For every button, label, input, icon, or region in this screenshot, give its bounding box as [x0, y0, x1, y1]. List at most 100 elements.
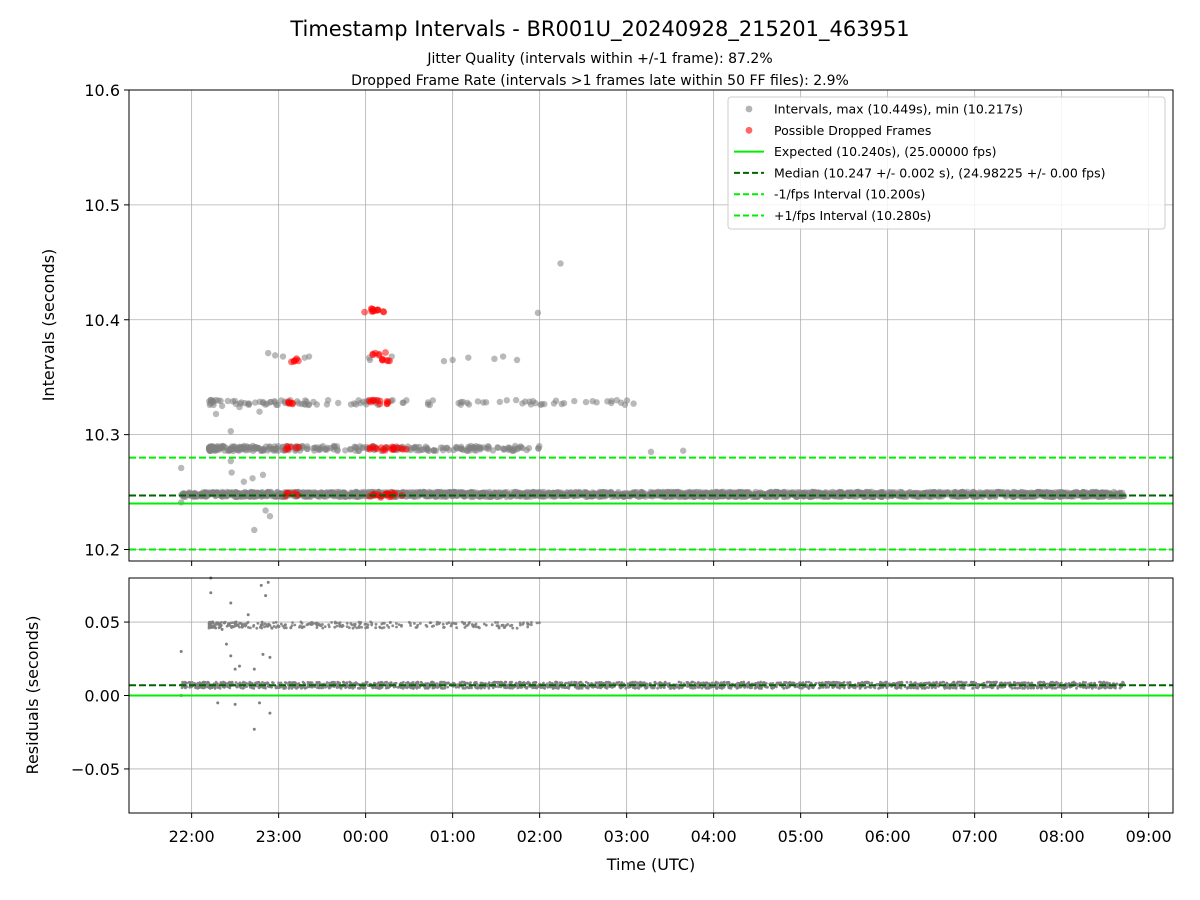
chart-subtitle-dropped: Dropped Frame Rate (intervals >1 frames … [351, 73, 849, 89]
bottom-band-1-point [409, 624, 412, 627]
interval-point [249, 475, 256, 482]
top-band-2-point [512, 396, 520, 404]
dropped-frame-point [390, 444, 398, 451]
top-band-1-point [318, 444, 325, 451]
bottom-band-0-point [1024, 681, 1027, 685]
top-band-2-point [582, 398, 590, 406]
bottom-band-0-point [539, 685, 542, 689]
bottom-band-0-point [686, 681, 690, 684]
bottom-band-0-point [518, 681, 521, 685]
bottom-band-0-point [335, 684, 339, 688]
bottom-band-1-point [300, 621, 304, 625]
bottom-band-0-point [693, 681, 697, 685]
bottom-band-0-point [786, 685, 790, 689]
interval-point [305, 353, 313, 360]
bottom-band-0-point [943, 687, 947, 690]
top-band-1-point [274, 443, 282, 450]
top-band-0-point [615, 492, 622, 500]
bottom-band-1-point [345, 621, 349, 625]
top-band-0-point [745, 489, 753, 496]
legend-box [727, 96, 1166, 230]
bottom-band-0-point [1026, 686, 1030, 690]
top-y-tick-label: 10.4 [84, 311, 120, 330]
bottom-band-0-point [772, 686, 775, 689]
bottom-band-0-point [628, 681, 632, 685]
bottom-band-1-point [321, 623, 324, 626]
bottom-band-0-point [573, 680, 576, 684]
bottom-band-0-point [652, 686, 656, 690]
top-band-0-point [855, 488, 862, 496]
bottom-band-1-point [252, 625, 255, 628]
bottom-band-1-point [249, 626, 252, 630]
bottom-band-1-point [338, 624, 342, 628]
bottom-band-0-point [899, 686, 903, 690]
bottom-band-0-point [1097, 687, 1101, 690]
bottom-band-1-point [490, 623, 494, 627]
bottom-band-0-point [441, 687, 445, 690]
interval-point [251, 526, 258, 534]
bottom-band-1-point [441, 622, 445, 626]
legend-marker [745, 105, 753, 113]
bottom-band-0-point [345, 681, 348, 685]
bottom-band-0-point [234, 681, 238, 684]
bottom-band-0-point [444, 681, 448, 685]
bottom-band-1-point [323, 625, 327, 628]
top-band-1-point [351, 443, 358, 450]
bottom-band-0-point [567, 681, 570, 685]
bottom-band-0-point [279, 681, 283, 685]
top-band-2-point [313, 401, 320, 408]
bottom-band-0-point [230, 681, 234, 684]
bottom-band-0-point [377, 686, 381, 690]
legend-label: Possible Dropped Frames [774, 123, 931, 138]
top-band-0-point [1056, 493, 1063, 500]
top-band-2-point [552, 397, 560, 404]
bottom-band-1-point [455, 626, 458, 630]
bottom-band-0-point [309, 681, 313, 685]
bottom-band-0-point [953, 686, 957, 690]
bottom-band-0-point [198, 681, 202, 685]
bottom-band-0-point [1001, 686, 1005, 689]
interval-point [271, 352, 279, 359]
top-band-1-point [494, 444, 502, 451]
bottom-band-0-point [1054, 686, 1058, 690]
bottom-band-0-point [548, 681, 552, 684]
bottom-band-1-point [289, 626, 293, 630]
bottom-band-0-point [934, 686, 937, 690]
top-band-1-point [205, 446, 213, 453]
top-band-1-point [238, 444, 245, 451]
bottom-band-0-point [1049, 680, 1053, 684]
top-panel-x-ticks [191, 561, 1150, 566]
bottom-band-0-point [362, 686, 365, 690]
bottom-band-0-point [714, 681, 717, 685]
bottom-band-0-point [932, 681, 935, 684]
top-band-2-point [295, 400, 302, 407]
interval-point [236, 403, 243, 411]
bottom-band-1-point [270, 626, 273, 630]
legend-label: +1/fps Interval (10.280s) [774, 208, 931, 223]
bottom-band-0-point [1107, 686, 1110, 689]
top-band-1-point [245, 444, 252, 451]
bottom-band-0-point [1029, 686, 1032, 690]
bottom-band-0-point [287, 687, 291, 690]
bottom-band-0-point [740, 681, 743, 684]
bottom-band-1-point [225, 624, 229, 628]
bottom-band-0-point [353, 685, 356, 689]
bottom-band-1-point [442, 626, 445, 629]
bottom-band-1-point [518, 621, 522, 625]
bottom-band-0-point [371, 686, 375, 690]
bottom-band-0-point [832, 685, 835, 689]
interval-point [212, 410, 220, 418]
bottom-band-0-point [532, 681, 536, 685]
interval-point [465, 354, 472, 361]
interval-point [279, 353, 287, 360]
interval-point [227, 427, 234, 435]
bottom-band-0-point [277, 686, 280, 690]
bottom-band-1-point [468, 621, 471, 624]
bottom-band-0-point [264, 686, 267, 690]
top-band-1-point [501, 445, 508, 453]
bottom-band-0-point [333, 681, 336, 684]
bottom-band-0-point [216, 686, 220, 689]
bottom-band-1-point [327, 625, 331, 629]
top-band-0-point [576, 488, 583, 496]
bottom-band-0-point [380, 685, 384, 689]
